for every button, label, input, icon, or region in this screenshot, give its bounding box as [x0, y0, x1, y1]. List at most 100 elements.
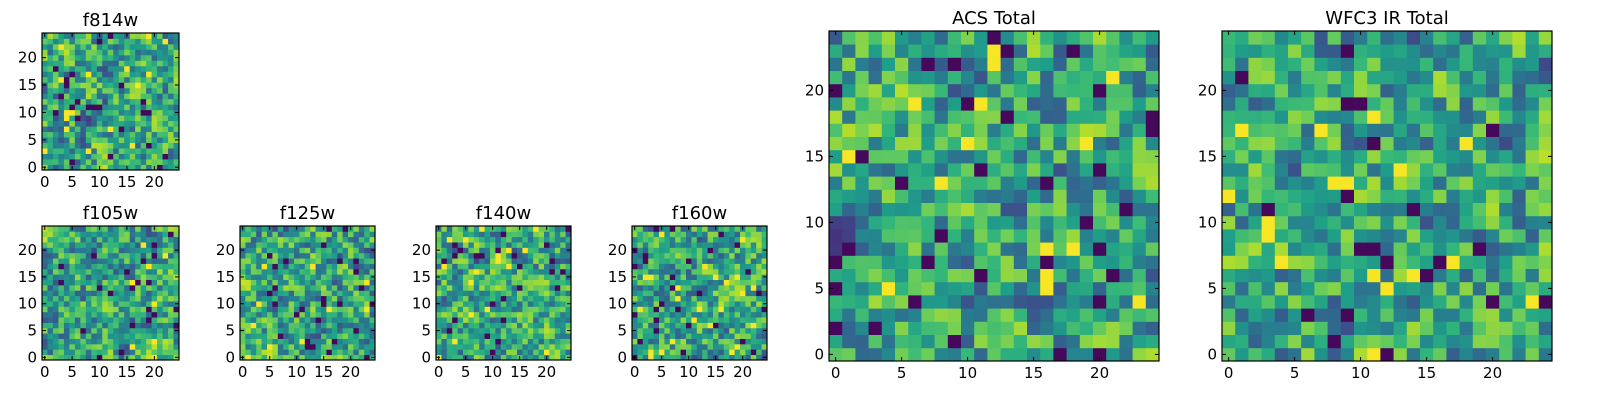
heatmap-cell	[522, 274, 529, 280]
heatmap-cell	[157, 268, 163, 275]
heatmap-cell	[696, 322, 703, 329]
heatmap-cell	[1248, 242, 1262, 256]
heatmap-cell	[261, 236, 268, 243]
heatmap-cell	[1119, 70, 1133, 85]
heatmap-cell	[675, 252, 681, 259]
heatmap-cell	[527, 295, 534, 302]
x-tick-label: 5	[67, 363, 77, 381]
heatmap-cell	[734, 306, 741, 313]
heatmap-cell	[855, 281, 869, 296]
heatmap-cell	[549, 268, 556, 275]
heatmap-cell	[52, 153, 59, 160]
heatmap-cell	[921, 321, 935, 335]
heatmap-cell	[506, 274, 512, 280]
heatmap-cell	[1066, 229, 1081, 243]
heatmap-cell	[1145, 268, 1160, 283]
heatmap-cell	[947, 97, 962, 111]
heatmap-cell	[1066, 149, 1081, 164]
heatmap-cell	[500, 343, 507, 350]
heatmap-cell	[358, 306, 365, 313]
heatmap-cell	[691, 236, 698, 243]
heatmap-cell	[1288, 136, 1302, 151]
heatmap-cell	[506, 333, 512, 339]
heatmap-cell	[1472, 149, 1487, 164]
heatmap-cell	[1433, 70, 1447, 85]
heatmap-cell	[761, 290, 768, 297]
heatmap-cell	[895, 308, 909, 322]
heatmap-cell	[1433, 110, 1447, 124]
heatmap-cell	[653, 311, 660, 318]
heatmap-cell	[69, 104, 76, 111]
heatmap-cell	[1274, 110, 1289, 124]
heatmap-cell	[157, 290, 163, 297]
heatmap-cell	[1512, 57, 1526, 71]
heatmap-cell	[1222, 123, 1236, 137]
heatmap-cell	[96, 327, 103, 334]
heatmap-cell	[495, 226, 502, 232]
heatmap-cell	[740, 327, 746, 334]
heatmap-cell	[908, 215, 922, 230]
heatmap-cell	[1222, 268, 1236, 283]
heatmap-cell	[457, 306, 464, 313]
heatmap-cell	[80, 349, 87, 356]
heatmap-cell	[1446, 83, 1460, 98]
heatmap-cell	[1079, 31, 1094, 45]
heatmap-cell	[1235, 308, 1249, 322]
heatmap-cell	[1327, 334, 1342, 349]
heatmap-cell	[337, 258, 343, 264]
heatmap-cell	[686, 290, 692, 297]
heatmap-cell	[1288, 242, 1302, 256]
heatmap-cell	[1040, 255, 1054, 269]
heatmap-cell	[283, 317, 289, 323]
heatmap-cell	[256, 322, 262, 329]
heatmap-cell	[1327, 136, 1342, 151]
heatmap-cell	[1393, 123, 1408, 137]
heatmap-cell	[283, 295, 289, 302]
heatmap-cell	[750, 263, 757, 270]
heatmap-cell	[855, 202, 869, 217]
heatmap-cell	[1472, 189, 1487, 203]
heatmap-cell	[1119, 57, 1133, 71]
heatmap-cell	[267, 333, 273, 339]
heatmap-cell	[358, 258, 365, 264]
heatmap-cell	[734, 236, 741, 243]
heatmap-cell	[96, 120, 103, 127]
heatmap-cell	[315, 349, 322, 356]
heatmap-cell	[124, 126, 131, 133]
heatmap-cell	[642, 242, 649, 248]
heatmap-cell	[85, 104, 92, 111]
heatmap-cell	[1093, 281, 1107, 296]
heatmap-cell	[1354, 123, 1368, 137]
heatmap-cell	[140, 142, 147, 149]
heatmap-cell	[895, 255, 909, 269]
heatmap-cell	[1145, 97, 1160, 111]
heatmap-cell	[842, 308, 856, 322]
heatmap-cell	[446, 268, 453, 275]
heatmap-cell	[675, 349, 681, 356]
heatmap-cell	[1512, 229, 1526, 243]
heatmap-cell	[740, 295, 746, 302]
heatmap-cell	[47, 159, 54, 165]
heatmap-cell	[495, 236, 502, 243]
heatmap-cell	[58, 38, 65, 45]
heatmap-cell	[157, 317, 163, 323]
heatmap-cell	[151, 349, 158, 356]
heatmap-cell	[441, 338, 448, 345]
heatmap-cell	[457, 338, 464, 345]
heatmap-cell	[1301, 31, 1315, 45]
heatmap-cell	[987, 215, 1001, 230]
heatmap-cell	[452, 236, 458, 243]
heatmap-cell	[1053, 149, 1067, 164]
heatmap-cell	[745, 349, 752, 356]
heatmap-cell	[473, 349, 480, 356]
heatmap-cell	[642, 274, 649, 280]
heatmap-cell	[124, 109, 131, 116]
heatmap-cell	[632, 263, 638, 270]
heatmap-cell	[632, 284, 638, 291]
heatmap-cell	[473, 236, 480, 243]
heatmap-cell	[934, 229, 949, 243]
heatmap-cell	[113, 349, 120, 356]
heatmap-cell	[1393, 110, 1408, 124]
heatmap-cell	[506, 242, 512, 248]
heatmap-cell	[369, 306, 376, 313]
